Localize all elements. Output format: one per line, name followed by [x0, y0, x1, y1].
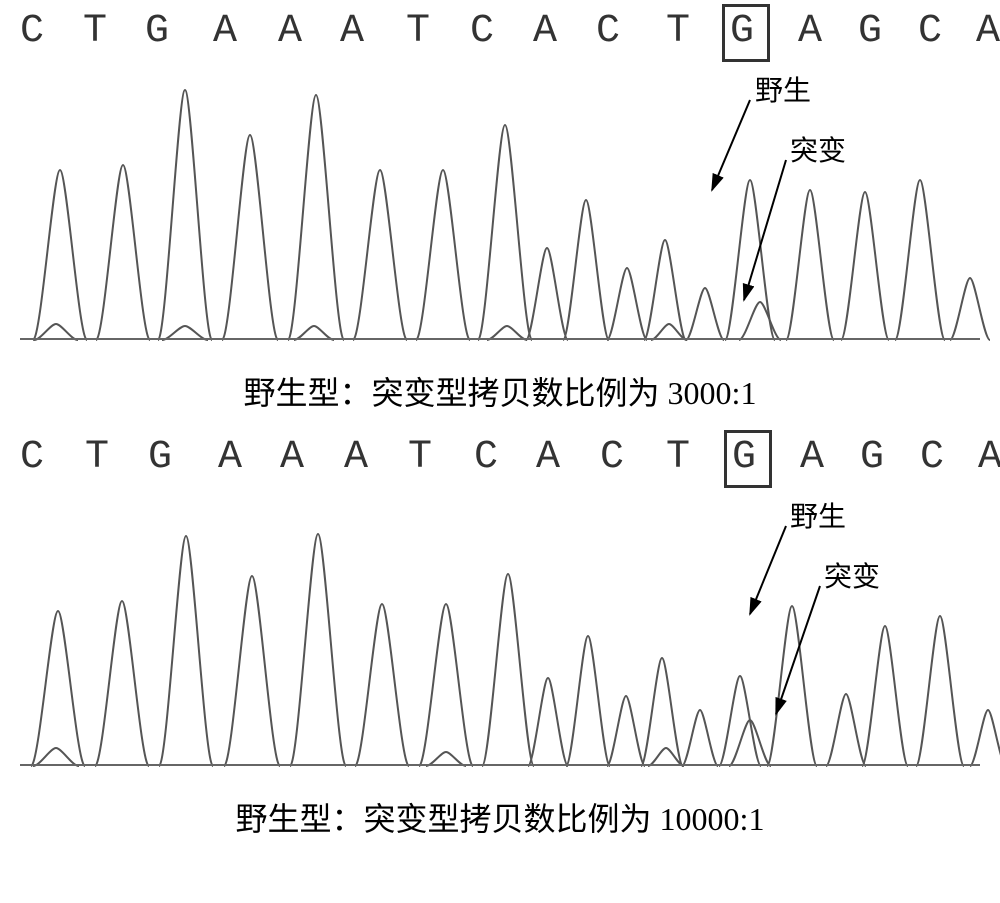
baseline-1 — [20, 338, 980, 340]
sequence-row-1: CTGAAATCACTGAGCA — [0, 0, 1000, 60]
sequence-base: T — [406, 12, 430, 52]
sequence-base: A — [798, 12, 822, 52]
panel-10000to1: CTGAAATCACTGAGCA 野生突变 野生型：突变型拷贝数比例为 1000… — [0, 426, 1000, 840]
trace-peak — [841, 192, 889, 340]
caption-2: 野生型：突变型拷贝数比例为 10000:1 — [0, 794, 1000, 840]
trace-svg-1: 野生突变 — [0, 60, 1000, 350]
trace-peak — [826, 694, 866, 766]
sequence-base: A — [218, 438, 242, 478]
trace-peak — [895, 180, 945, 340]
trace-peak — [33, 170, 87, 340]
sequence-base: T — [85, 438, 109, 478]
trace-peak — [290, 534, 346, 766]
sequence-base: A — [278, 12, 302, 52]
trace-peak — [353, 170, 407, 340]
sequence-base: C — [20, 438, 44, 478]
sequence-base: A — [340, 12, 364, 52]
trace-peak — [31, 611, 85, 766]
panel-3000to1: CTGAAATCACTGAGCA 野生突变 野生型：突变型拷贝数比例为 3000… — [0, 0, 1000, 414]
trace-bump — [739, 302, 781, 340]
wild-label: 野生 — [790, 501, 846, 533]
trace-peak — [686, 288, 724, 340]
trace-peak — [682, 710, 718, 766]
sequence-base: G — [858, 12, 882, 52]
sequence-base: T — [666, 12, 690, 52]
trace-bump — [729, 720, 771, 766]
trace-peak — [719, 676, 761, 766]
sequence-base: C — [920, 438, 944, 478]
sequence-base: A — [280, 438, 304, 478]
page-root: CTGAAATCACTGAGCA 野生突变 野生型：突变型拷贝数比例为 3000… — [0, 0, 1000, 903]
wild-arrow — [712, 100, 750, 190]
sequence-base: G — [860, 438, 884, 478]
trace-peak — [767, 606, 817, 766]
trace-peak — [607, 268, 647, 340]
trace-peak — [563, 200, 609, 340]
trace-peak — [566, 636, 610, 766]
boxed-base — [724, 430, 772, 488]
sequence-base: A — [533, 12, 557, 52]
trace-peak — [416, 170, 470, 340]
wild-arrow — [750, 526, 786, 614]
trace-peak — [222, 135, 278, 340]
trace-peak — [644, 240, 686, 340]
chromatogram-1: 野生突变 — [0, 60, 1000, 350]
trace-peak — [786, 190, 834, 340]
wild-label: 野生 — [755, 75, 811, 107]
trace-peak — [950, 278, 990, 340]
trace-peak — [970, 710, 1000, 766]
sequence-base: T — [408, 438, 432, 478]
sequence-base: G — [145, 12, 169, 52]
trace-peak — [528, 678, 568, 766]
trace-peak — [916, 616, 964, 766]
sequence-base: T — [666, 438, 690, 478]
trace-peak — [158, 90, 212, 340]
sequence-base: T — [83, 12, 107, 52]
trace-peak — [607, 696, 645, 766]
sequence-base: C — [474, 438, 498, 478]
trace-peak — [224, 576, 280, 766]
mutant-arrow — [776, 586, 820, 714]
caption-1: 野生型：突变型拷贝数比例为 3000:1 — [0, 368, 1000, 414]
trace-peak — [159, 536, 213, 766]
sequence-base: C — [918, 12, 942, 52]
sequence-row-2: CTGAAATCACTGAGCA — [0, 426, 1000, 486]
trace-peak — [419, 604, 473, 766]
mutant-label: 突变 — [824, 561, 880, 593]
sequence-base: C — [596, 12, 620, 52]
trace-peak — [862, 626, 908, 766]
boxed-base — [722, 4, 770, 62]
sequence-base: A — [976, 12, 1000, 52]
sequence-base: A — [978, 438, 1000, 478]
trace-peak — [95, 601, 149, 766]
trace-peak — [288, 95, 344, 340]
chromatogram-2: 野生突变 — [0, 486, 1000, 776]
sequence-base: A — [800, 438, 824, 478]
mutant-label: 突变 — [790, 135, 846, 167]
trace-peak — [96, 165, 150, 340]
baseline-2 — [20, 764, 980, 766]
sequence-base: A — [213, 12, 237, 52]
trace-peak — [482, 574, 534, 766]
trace-peak — [526, 248, 568, 340]
sequence-base: C — [470, 12, 494, 52]
trace-peak — [478, 125, 532, 340]
sequence-base: A — [536, 438, 560, 478]
trace-svg-2: 野生突变 — [0, 486, 1000, 776]
sequence-base: G — [148, 438, 172, 478]
sequence-base: C — [600, 438, 624, 478]
sequence-base: A — [344, 438, 368, 478]
sequence-base: C — [20, 12, 44, 52]
trace-peak — [355, 604, 409, 766]
